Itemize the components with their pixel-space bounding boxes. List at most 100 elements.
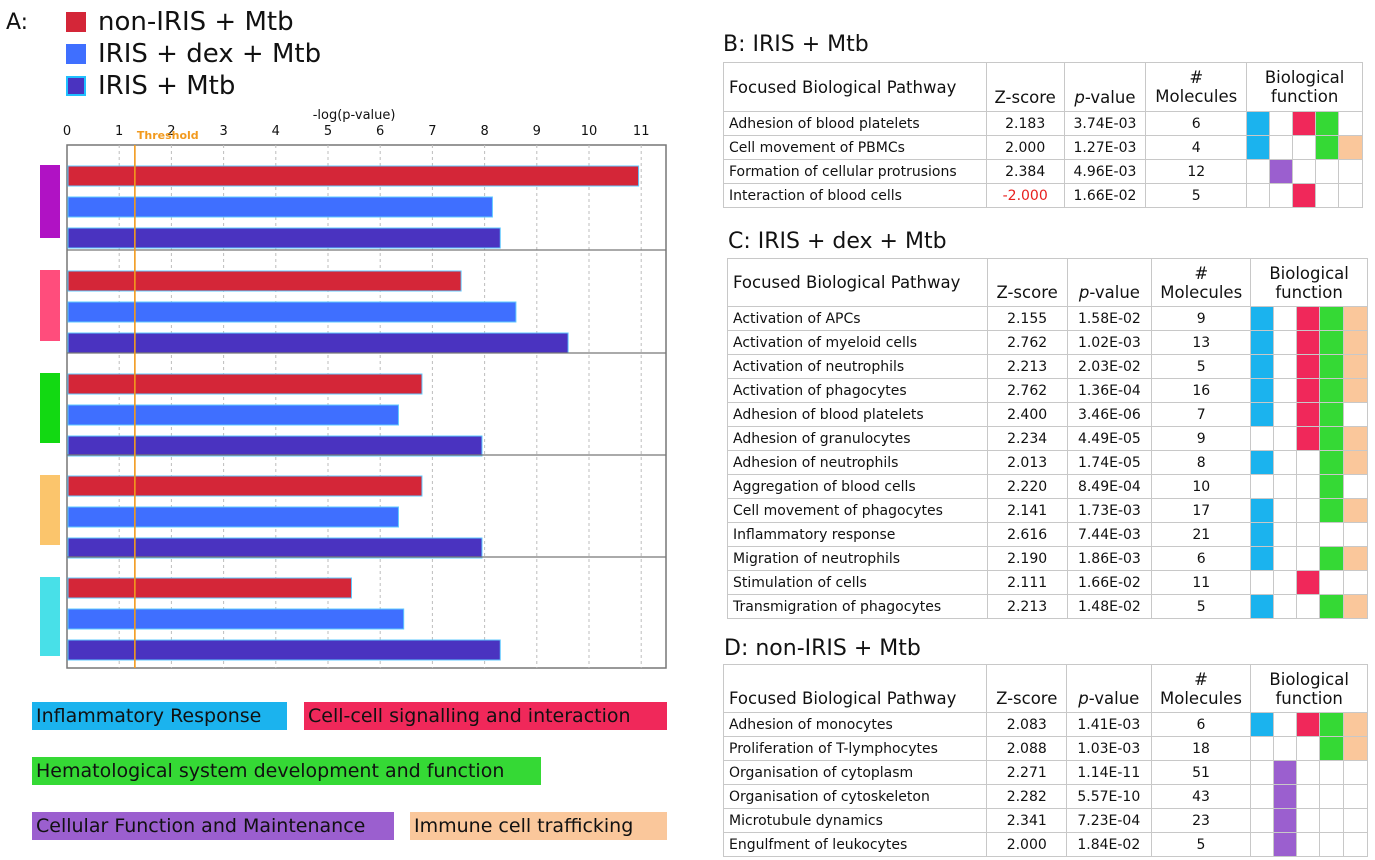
function-cell-inflammatory	[1250, 306, 1275, 331]
function-cell-empty	[1342, 522, 1369, 547]
x-tick-label-0: 0	[63, 124, 71, 139]
bar-3-1	[67, 506, 399, 528]
function-cell-inflammatory	[1250, 378, 1275, 403]
function-cell-empty	[1273, 546, 1298, 571]
header-mol-word: Molecules	[1160, 282, 1243, 302]
function-cell-empty	[1315, 159, 1340, 184]
function-cell-empty	[1296, 474, 1321, 499]
table-row: Organisation of cytoskeleton 2.282 5.57E-1…	[722, 784, 1368, 809]
function-cell-hematological	[1319, 426, 1344, 451]
function-cell-empty	[1343, 832, 1368, 857]
function-cell-hematological	[1319, 546, 1344, 571]
pathway-cell: Organisation of cytoplasm	[722, 760, 988, 785]
bar-0-0	[67, 165, 640, 187]
function-cell-inflammatory	[1250, 330, 1275, 355]
legend-label-non-iris: non-IRIS + Mtb	[98, 7, 294, 37]
function-cell-cellcell	[1296, 712, 1321, 737]
function-cell-empty	[1250, 736, 1275, 761]
x-tick-label-9: 9	[533, 124, 541, 139]
pathway-cell: Activation of APCs	[727, 306, 988, 331]
function-cell-empty	[1250, 784, 1275, 809]
zscore-cell: 2.111	[986, 570, 1068, 595]
function-cell-inflammatory	[1250, 354, 1275, 379]
molecules-cell: 9	[1151, 306, 1252, 331]
function-cell-empty	[1273, 736, 1298, 761]
header-pvalue: p-value	[1066, 664, 1152, 713]
function-cell-empty	[1273, 712, 1298, 737]
header-p-italic: p	[1078, 689, 1089, 708]
pathway-cell: Adhesion of granulocytes	[727, 426, 988, 451]
function-cell-inflammatory	[1250, 522, 1275, 547]
zscore-cell: 2.213	[986, 354, 1068, 379]
function-cell-empty	[1342, 402, 1369, 427]
function-cell-empty	[1338, 183, 1363, 208]
pvalue-cell: 1.27E-03	[1063, 135, 1147, 160]
pathway-cell: Activation of neutrophils	[727, 354, 988, 379]
pathway-cell: Formation of cellular protrusions	[723, 159, 987, 184]
function-cell-empty	[1319, 784, 1344, 809]
function-cell-hematological	[1319, 378, 1344, 403]
molecules-cell: 5	[1150, 832, 1252, 857]
table-row: Engulfment of leukocytes 2.000 1.84E-02 5	[722, 832, 1368, 857]
bar-2-2	[67, 435, 483, 457]
pvalue-cell: 1.66E-02	[1066, 570, 1153, 595]
zscore-cell: 2.400	[986, 402, 1068, 427]
pathway-cell: Organisation of cytoskeleton	[722, 784, 988, 809]
pvalue-cell: 1.03E-03	[1066, 736, 1152, 761]
pvalue-cell: 1.73E-03	[1066, 498, 1153, 523]
table-row: Adhesion of neutrophils 2.013 1.74E-05 8	[727, 450, 1369, 475]
panel-c-table: Focused Biological Pathway Z-score p-val…	[727, 258, 1369, 619]
function-cell-cellular	[1273, 808, 1298, 833]
pvalue-cell: 3.46E-06	[1066, 402, 1153, 427]
pathway-cell: Aggregation of blood cells	[727, 474, 988, 499]
function-cell-empty	[1296, 736, 1321, 761]
molecules-cell: 16	[1151, 378, 1252, 403]
function-cell-empty	[1296, 784, 1321, 809]
molecules-cell: 18	[1150, 736, 1252, 761]
function-cell-empty	[1343, 784, 1368, 809]
function-cell-empty	[1296, 808, 1321, 833]
function-cell-empty	[1250, 474, 1275, 499]
function-cell-empty	[1273, 426, 1298, 451]
function-cell-empty	[1246, 183, 1271, 208]
table-row: Formation of cellular protrusions 2.384 4.…	[723, 159, 1363, 184]
panel-c-title: C: IRIS + dex + Mtb	[728, 229, 947, 254]
function-cell-immune	[1342, 450, 1369, 475]
table-row: Adhesion of granulocytes 2.234 4.49E-05 9	[727, 426, 1369, 451]
function-cell-immune	[1342, 306, 1369, 331]
header-func-line1: Biological	[1269, 263, 1349, 283]
molecules-cell: 13	[1151, 330, 1252, 355]
legend-label-iris: IRIS + Mtb	[98, 71, 236, 101]
header-func-line1: Biological	[1264, 68, 1345, 87]
category-strip-3	[40, 475, 60, 545]
molecules-cell: 51	[1150, 760, 1252, 785]
function-cell-inflammatory	[1250, 712, 1275, 737]
function-cell-hematological	[1319, 450, 1344, 475]
zscore-cell: 2.234	[986, 426, 1068, 451]
function-cell-empty	[1343, 808, 1368, 833]
function-cell-hematological	[1319, 402, 1344, 427]
function-cell-empty	[1273, 354, 1298, 379]
function-cell-immune	[1342, 546, 1369, 571]
pathway-cell: Adhesion of blood platelets	[723, 111, 987, 136]
molecules-cell: 8	[1151, 450, 1252, 475]
function-cell-empty	[1338, 111, 1363, 136]
function-cell-empty	[1315, 183, 1340, 208]
function-cell-empty	[1296, 450, 1321, 475]
function-cell-cellcell	[1292, 111, 1317, 136]
pvalue-cell: 4.49E-05	[1066, 426, 1153, 451]
zscore-cell: 2.000	[985, 135, 1065, 160]
header-pathway: Focused Biological Pathway	[727, 258, 988, 307]
function-cell-cellular	[1269, 159, 1294, 184]
table-row: Activation of neutrophils 2.213 2.03E-02 5	[727, 354, 1369, 379]
panel-b-title: B: IRIS + Mtb	[723, 32, 869, 57]
function-cell-empty	[1319, 808, 1344, 833]
function-cell-immune	[1342, 498, 1369, 523]
pvalue-cell: 1.86E-03	[1066, 546, 1153, 571]
function-cell-empty	[1319, 522, 1344, 547]
x-tick-label-3: 3	[219, 124, 227, 139]
pvalue-cell: 8.49E-04	[1066, 474, 1153, 499]
pvalue-cell: 1.41E-03	[1066, 712, 1152, 737]
header-zscore: Z-score	[985, 62, 1065, 112]
bar-0-1	[67, 196, 493, 218]
